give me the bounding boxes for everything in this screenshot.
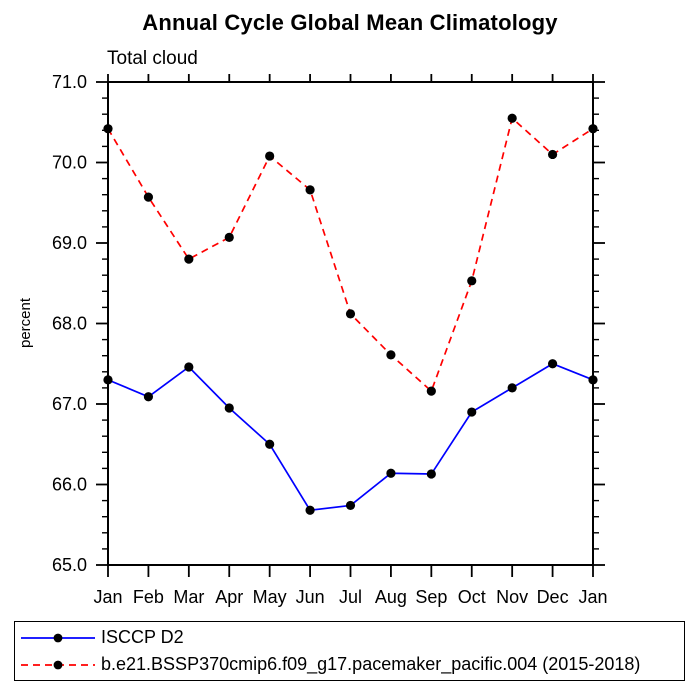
data-point-marker <box>305 185 315 195</box>
y-tick-label: 68.0 <box>52 314 87 334</box>
data-point-marker <box>588 124 598 134</box>
legend-item-isccp-d2: ISCCP D2 <box>19 624 680 651</box>
x-tick-label: Sep <box>415 587 447 607</box>
x-tick-label: Apr <box>215 587 243 607</box>
y-tick-label: 67.0 <box>52 394 87 414</box>
data-point-marker <box>386 350 396 360</box>
legend-line-marker-icon <box>21 633 95 642</box>
chart-title: Annual Cycle Global Mean Climatology <box>142 10 558 35</box>
x-tick-label: Mar <box>173 587 204 607</box>
y-tick-label: 70.0 <box>52 153 87 173</box>
series-line-1 <box>107 116 594 393</box>
x-tick-label: Nov <box>496 587 528 607</box>
legend-box: ISCCP D2 b.e21.BSSP370cmip6.f09_g17.pace… <box>14 621 685 681</box>
data-point-marker <box>386 468 396 478</box>
chart-canvas: Jan Feb Mar Apr May Jun Jul Aug Sep Oct Nov Dec Jan 6… <box>52 72 608 607</box>
x-tick-label: Jan <box>578 587 607 607</box>
legend-item-model-run: b.e21.BSSP370cmip6.f09_g17.pacemaker_pac… <box>19 651 680 678</box>
x-tick-label: Jul <box>339 587 362 607</box>
data-point-marker <box>143 392 154 402</box>
data-point-marker <box>507 113 517 123</box>
data-point-marker <box>426 469 436 479</box>
data-point-marker <box>547 359 558 369</box>
data-point-marker <box>184 362 194 372</box>
data-point-marker <box>426 386 436 396</box>
data-point-marker <box>345 500 356 511</box>
legend-label: b.e21.BSSP370cmip6.f09_g17.pacemaker_pac… <box>101 654 641 674</box>
series-line-0 <box>107 362 594 512</box>
data-point-marker <box>224 232 234 242</box>
data-point-marker <box>305 505 315 515</box>
data-point-marker <box>103 375 113 385</box>
data-point-marker <box>265 151 275 161</box>
legend-marker <box>53 660 63 669</box>
legend-marker <box>53 633 63 642</box>
x-tick-label: Aug <box>375 587 407 607</box>
chart-subtitle: Total cloud <box>107 48 198 69</box>
data-point-marker <box>588 375 598 385</box>
x-tick-label: Jan <box>93 587 122 607</box>
x-tick-label: May <box>253 587 287 607</box>
x-tick-label: Feb <box>133 587 164 607</box>
y-tick-label: 65.0 <box>52 555 87 575</box>
data-point-marker <box>224 403 234 413</box>
y-tick-label: 71.0 <box>52 72 87 92</box>
plot-frame <box>107 81 594 566</box>
data-point-marker <box>547 149 558 160</box>
x-tick-label: Oct <box>458 587 486 607</box>
x-tick-label: Jun <box>296 587 325 607</box>
data-point-marker <box>143 192 154 202</box>
data-point-marker <box>265 439 275 449</box>
data-point-marker <box>184 254 194 264</box>
data-point-marker <box>345 309 356 319</box>
legend-line-marker-icon <box>21 660 95 669</box>
y-tick-label: 69.0 <box>52 233 87 253</box>
y-tick-label: 66.0 <box>52 475 87 495</box>
x-tick-label: Dec <box>537 587 569 607</box>
data-point-marker <box>103 124 113 134</box>
data-point-marker <box>507 383 517 393</box>
data-point-marker <box>467 276 477 286</box>
legend-label: ISCCP D2 <box>101 627 184 647</box>
data-point-marker <box>467 407 477 417</box>
